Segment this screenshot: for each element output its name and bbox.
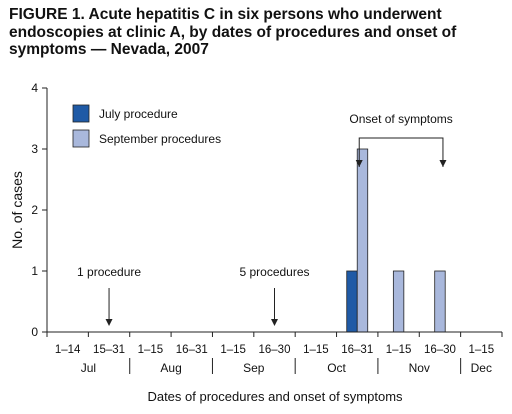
annotation-arrow-head [271,319,278,326]
annotation-label: Onset of symptoms [349,112,452,126]
annotation-label: 1 procedure [77,265,141,279]
x-tick-label: 15–31 [93,344,125,356]
y-tick-label: 3 [31,142,38,156]
bar-september-procedures [434,270,446,333]
x-tick-label: 1–15 [303,344,329,356]
x-month-label: Oct [327,361,346,375]
x-month-label: Sep [243,361,265,375]
x-axis-label: Dates of procedures and onset of symptom… [147,389,403,404]
x-tick-label: 16–30 [259,344,291,356]
y-tick-label: 4 [31,81,38,95]
onset-arrow-head [439,160,447,167]
bars [346,148,446,333]
x-axis: 1–14 15–31 1–15 16–31 1–15 16–30 1–15 16–31 1–15… [46,331,503,375]
x-tick-label: 16–30 [424,344,456,356]
x-tick-label: 1–15 [386,344,412,356]
x-tick-label: 1–15 [469,344,495,356]
x-tick-label: 16–31 [341,344,373,356]
y-tick-label: 2 [31,203,38,217]
x-tick-label: 1–15 [138,344,164,356]
onset-arrow-head [355,160,363,167]
x-tick-label: 1–14 [55,344,81,356]
chart-title: FIGURE 1. Acute hepatitis C in six perso… [9,6,457,58]
bar-september-procedures [392,270,405,333]
annotations: 1 procedure 5 procedures Onset of symptoms [77,112,453,326]
legend-swatch [72,104,90,123]
annotation-label: 5 procedures [239,265,309,279]
y-tick-label: 0 [31,325,38,339]
x-month-label: Aug [160,361,181,375]
bar-july-procedure [346,270,358,333]
x-tick-label: 1–15 [220,344,246,356]
x-month-label: Nov [409,361,430,375]
y-tick-label: 1 [31,264,38,278]
onset-bracket [358,137,444,167]
x-tick-label: 16–31 [176,344,208,356]
y-axis: 0 1 2 3 4 [31,81,48,339]
legend-swatch [72,129,90,148]
y-axis-label: No. of cases [9,171,25,249]
legend-label: September procedures [99,132,221,146]
legend: July procedure September procedures [72,104,221,148]
bar-september-procedures [356,148,369,333]
x-month-label: Jul [81,361,96,375]
legend-label: July procedure [99,107,178,121]
x-month-label: Dec [471,361,492,375]
annotation-arrow-head [105,319,113,326]
